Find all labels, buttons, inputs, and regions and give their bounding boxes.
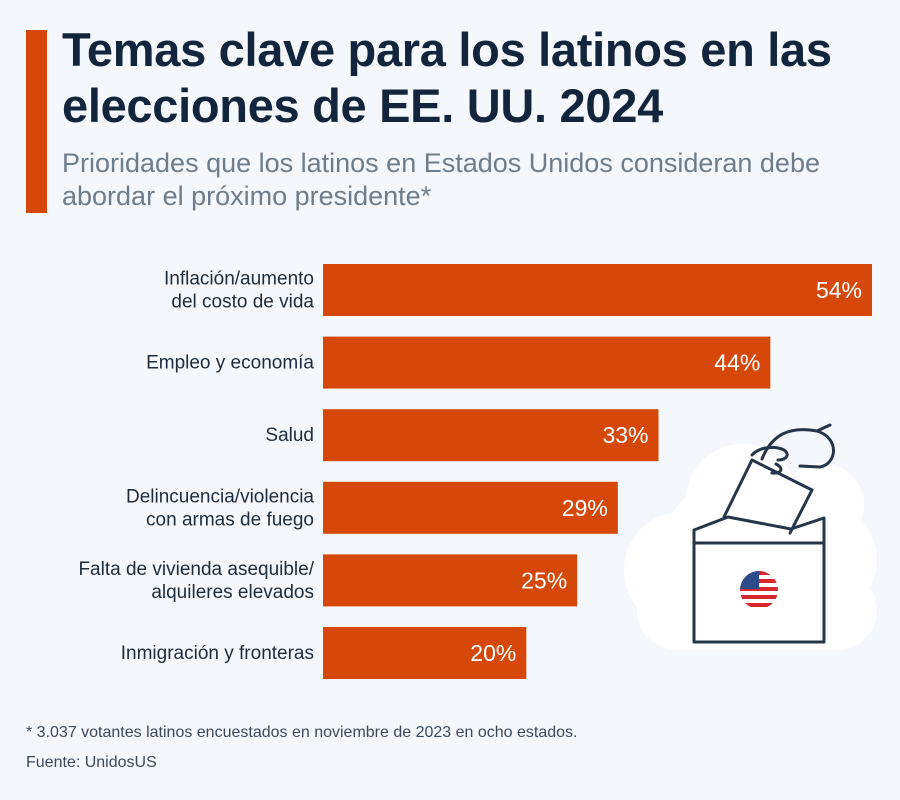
bar-value-label-3: 29% <box>562 495 608 521</box>
category-label-2-line-0: Salud <box>265 425 314 446</box>
category-label-3-line-1: con armas de fuego <box>146 509 314 530</box>
bar-1 <box>323 336 771 389</box>
bar-value-label-1: 44% <box>714 350 760 376</box>
bar-0 <box>323 264 872 316</box>
bar-value-label-2: 33% <box>602 422 648 448</box>
category-label-4-line-1: alquileres elevados <box>151 582 314 603</box>
chart-subtitle: Prioridades que los latinos en Estados U… <box>62 148 820 211</box>
source-note: Fuente: UnidosUS <box>26 754 157 771</box>
bar-3 <box>323 481 618 534</box>
category-label-5-line-0: Inmigración y fronteras <box>121 643 314 664</box>
bar-4 <box>323 554 578 607</box>
accent-bar <box>26 30 47 213</box>
category-label-0-line-1: del costo de vida <box>171 292 314 313</box>
category-label-4-line-0: Falta de vivienda asequible/ <box>78 559 314 580</box>
bar-value-label-4: 25% <box>521 567 567 593</box>
bar-2 <box>323 409 659 462</box>
category-label-1-line-0: Empleo y economía <box>146 353 314 374</box>
us-flag-icon <box>740 571 778 609</box>
chart-title: Temas clave para los latinos en las elec… <box>62 23 832 132</box>
footnote: * 3.037 votantes latinos encuestados en … <box>26 724 578 741</box>
ballot-box-icon <box>624 423 877 650</box>
category-label-3-line-0: Delincuencia/violencia <box>126 486 314 507</box>
bar-value-label-0: 54% <box>816 277 862 303</box>
category-label-0-line-0: Inflación/aumento <box>164 269 314 290</box>
bar-5 <box>323 627 527 679</box>
bar-value-label-5: 20% <box>470 640 516 666</box>
